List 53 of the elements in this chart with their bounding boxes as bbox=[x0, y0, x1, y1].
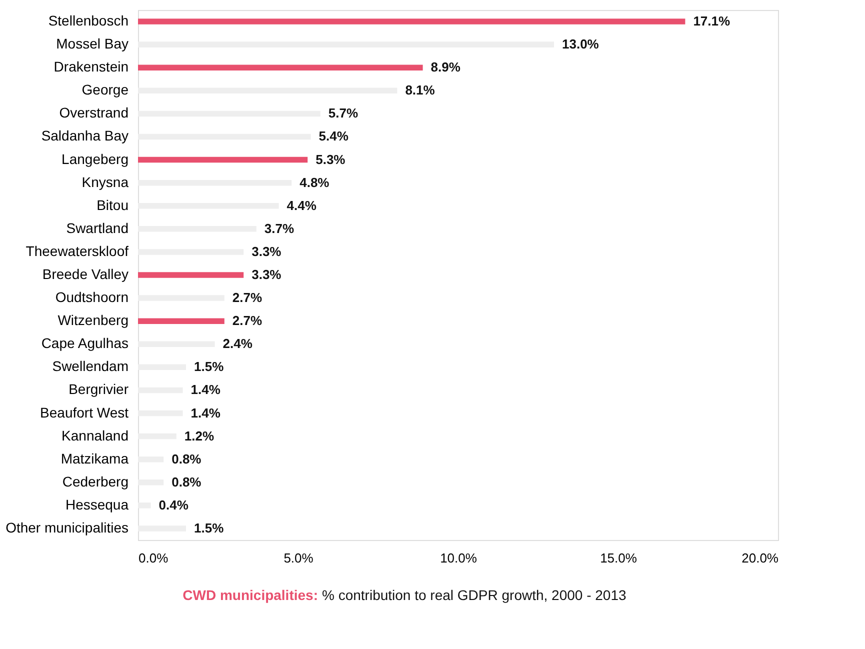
y-tick-label: Oudtshoorn bbox=[55, 289, 128, 306]
y-tick-label: Stellenbosch bbox=[48, 12, 128, 29]
x-tick-label: 0.0% bbox=[138, 550, 169, 566]
data-label: 0.8% bbox=[172, 451, 202, 466]
y-tick-label: Overstrand bbox=[59, 104, 128, 121]
y-tick-label: Knysna bbox=[82, 174, 129, 190]
x-tick-label: 20.0% bbox=[742, 550, 779, 566]
text: % contribution to real GDPR growth, 2000 - 2013 bbox=[322, 587, 626, 603]
data-label: 1.5% bbox=[194, 359, 224, 374]
y-tick-label: Cape Agulhas bbox=[41, 335, 128, 352]
y-tick-label: Langeberg bbox=[62, 150, 128, 167]
x-tick-label: 15.0% bbox=[600, 550, 638, 566]
data-label: 4.4% bbox=[286, 198, 317, 213]
data-label: 8.1% bbox=[405, 82, 436, 98]
data-label: 3.3% bbox=[252, 267, 282, 282]
data-label: 5.7% bbox=[328, 106, 358, 121]
y-tick-label: Swellendam bbox=[52, 358, 128, 374]
data-label: 0.8% bbox=[172, 474, 202, 490]
data-label: 0.4% bbox=[158, 497, 189, 512]
data-label: 13.0% bbox=[562, 36, 600, 52]
y-tick-label: Witzenberg bbox=[58, 312, 128, 328]
data-label: 1.2% bbox=[184, 428, 214, 444]
text: CWD municipalities: bbox=[182, 587, 318, 603]
y-tick-label: Kannaland bbox=[62, 427, 128, 444]
data-label: 3.7% bbox=[264, 220, 294, 236]
data-label: 5.3% bbox=[316, 152, 346, 167]
y-tick-label: Other municipalities bbox=[6, 519, 128, 536]
y-tick-label: Drakenstein bbox=[54, 58, 128, 75]
y-tick-label: Cederberg bbox=[62, 473, 128, 490]
data-label: 2.7% bbox=[232, 290, 262, 306]
y-tick-label: Breede Valley bbox=[42, 266, 128, 282]
data-label: 17.1% bbox=[693, 14, 730, 29]
data-label: 1.5% bbox=[194, 520, 224, 536]
y-tick-label: Matzikama bbox=[60, 450, 129, 466]
data-label: 4.8% bbox=[300, 174, 330, 190]
y-tick-label: Bitou bbox=[96, 196, 128, 213]
y-tick-label: George bbox=[82, 82, 129, 98]
x-tick-label: 10.0% bbox=[440, 550, 478, 566]
y-tick-label: Bergrivier bbox=[68, 381, 129, 398]
data-label: 2.7% bbox=[232, 313, 262, 328]
y-tick-label: Beaufort West bbox=[40, 404, 129, 420]
data-label: 1.4% bbox=[190, 405, 221, 420]
x-tick-label: 5.0% bbox=[284, 550, 314, 566]
data-label: 8.9% bbox=[430, 60, 461, 75]
data-label: 1.4% bbox=[190, 382, 221, 398]
data-label: 3.3% bbox=[252, 244, 282, 259]
y-tick-label: Saldanha Bay bbox=[41, 128, 128, 144]
y-tick-label: Theewaterskloof bbox=[26, 242, 129, 259]
y-tick-label: Hessequa bbox=[65, 496, 129, 512]
data-label: 5.4% bbox=[318, 128, 349, 144]
y-tick-label: Swartland bbox=[66, 220, 128, 236]
data-label: 2.4% bbox=[222, 336, 253, 352]
y-tick-label: Mossel Bay bbox=[56, 36, 128, 52]
